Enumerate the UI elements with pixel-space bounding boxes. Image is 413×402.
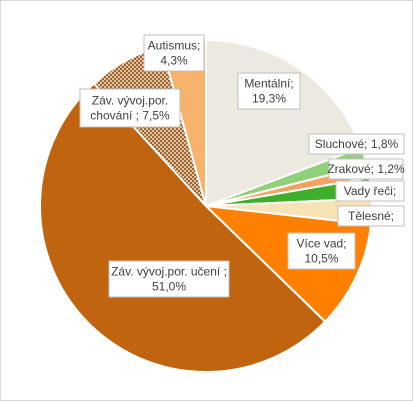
data-label: Mentální;19,3% xyxy=(237,72,301,110)
data-label-text: Autismus; xyxy=(148,39,201,53)
data-label-text: 10,5% xyxy=(304,252,338,266)
data-label-box xyxy=(308,133,405,155)
data-label-text: Záv. vývoj.por. učení ; xyxy=(111,265,227,279)
data-label: Záv. vývoj.por.chování ; 7,5% xyxy=(79,88,181,128)
data-label-text: 51,0% xyxy=(152,280,186,294)
data-label-text: Zrakové; 1,2% xyxy=(327,162,405,176)
data-label-box xyxy=(79,88,181,128)
data-label: Vady řeči; xyxy=(335,180,405,202)
data-label: Zrakové; 1,2% xyxy=(327,158,405,180)
data-label-text: chování ; 7,5% xyxy=(90,109,170,123)
data-label-box xyxy=(108,260,230,298)
data-label-box xyxy=(287,232,356,270)
data-label-text: 4,3% xyxy=(160,54,188,68)
data-label: Autismus;4,3% xyxy=(143,34,205,72)
data-label-box xyxy=(143,34,205,72)
pie-slice xyxy=(39,82,327,373)
data-label-box xyxy=(328,158,404,180)
data-label-text: Vady řeči; xyxy=(344,184,396,198)
pie-slices xyxy=(39,38,373,373)
data-label-box xyxy=(237,72,301,110)
data-label-box xyxy=(335,180,405,202)
data-label: Tělesné; xyxy=(337,205,405,227)
data-label-text: Více vad; xyxy=(296,237,346,251)
data-label: Více vad;10,5% xyxy=(287,232,356,270)
data-label-text: Tělesné; xyxy=(348,209,394,223)
data-label-text: Záv. vývoj.por. xyxy=(92,94,168,108)
data-labels: Mentální;19,3% Sluchové; 1,8% Zrakové; 1,2… xyxy=(79,34,405,298)
data-label-box xyxy=(337,205,405,227)
data-label-text: Sluchové; 1,8% xyxy=(315,137,399,151)
data-label: Sluchové; 1,8% xyxy=(308,133,405,155)
data-label: Záv. vývoj.por. učení ;51,0% xyxy=(108,260,230,298)
data-label-text: Mentální; xyxy=(244,77,293,91)
data-label-text: 19,3% xyxy=(252,92,286,106)
